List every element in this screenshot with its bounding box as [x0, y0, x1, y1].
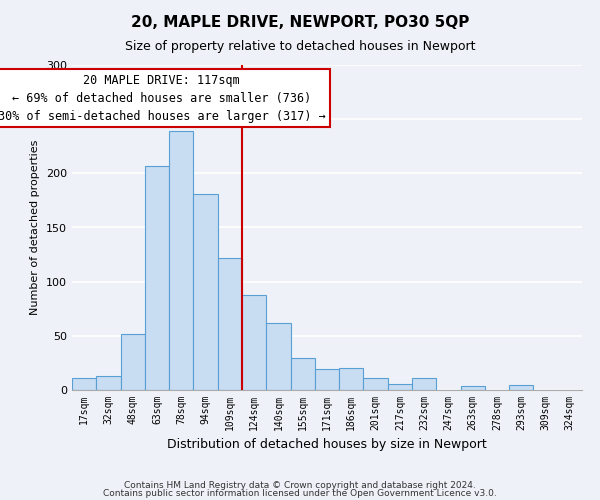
- Bar: [218, 258, 242, 390]
- Bar: [72, 378, 96, 390]
- Bar: [388, 384, 412, 390]
- Text: Contains HM Land Registry data © Crown copyright and database right 2024.: Contains HM Land Registry data © Crown c…: [124, 480, 476, 490]
- Text: 20, MAPLE DRIVE, NEWPORT, PO30 5QP: 20, MAPLE DRIVE, NEWPORT, PO30 5QP: [131, 15, 469, 30]
- Bar: [242, 294, 266, 390]
- Bar: [266, 323, 290, 390]
- Bar: [412, 378, 436, 390]
- Bar: [145, 166, 169, 390]
- Y-axis label: Number of detached properties: Number of detached properties: [31, 140, 40, 315]
- Bar: [315, 370, 339, 390]
- Bar: [364, 378, 388, 390]
- Bar: [96, 376, 121, 390]
- Bar: [290, 358, 315, 390]
- Bar: [193, 194, 218, 390]
- Text: Size of property relative to detached houses in Newport: Size of property relative to detached ho…: [125, 40, 475, 53]
- Bar: [169, 131, 193, 390]
- X-axis label: Distribution of detached houses by size in Newport: Distribution of detached houses by size …: [167, 438, 487, 452]
- Bar: [509, 384, 533, 390]
- Bar: [121, 334, 145, 390]
- Bar: [339, 368, 364, 390]
- Text: 20 MAPLE DRIVE: 117sqm
← 69% of detached houses are smaller (736)
30% of semi-de: 20 MAPLE DRIVE: 117sqm ← 69% of detached…: [0, 74, 326, 122]
- Bar: [461, 386, 485, 390]
- Text: Contains public sector information licensed under the Open Government Licence v3: Contains public sector information licen…: [103, 489, 497, 498]
